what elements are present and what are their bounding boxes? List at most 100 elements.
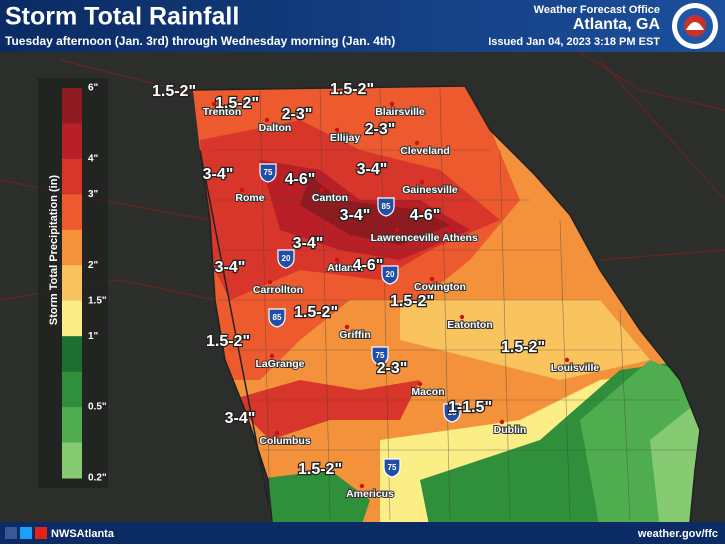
rainfall-label: 4-6" bbox=[285, 171, 316, 188]
legend-label: 1" bbox=[88, 331, 99, 342]
youtube-icon bbox=[35, 527, 47, 539]
legend-label: 6" bbox=[88, 83, 99, 94]
city-dot bbox=[344, 324, 350, 330]
highway-number: 85 bbox=[273, 313, 282, 322]
rainfall-label: 2-3" bbox=[377, 360, 408, 377]
city-label: Ellijay bbox=[330, 132, 361, 144]
legend-title: Storm Total Precipitation (in) bbox=[48, 175, 60, 325]
highway-shield bbox=[377, 197, 395, 217]
highway-shield bbox=[383, 458, 401, 478]
city-dot bbox=[319, 187, 325, 193]
city-dot bbox=[499, 419, 505, 425]
highway-number: 16 bbox=[448, 408, 457, 417]
state-border bbox=[192, 85, 701, 523]
city-label: Rome bbox=[235, 192, 264, 204]
legend-swatch bbox=[62, 194, 82, 231]
highway-shield bbox=[277, 249, 295, 269]
city-dot bbox=[239, 187, 245, 193]
legend-swatch bbox=[62, 229, 82, 266]
city-dot bbox=[389, 101, 395, 107]
rainfall-label: 1-1.5" bbox=[448, 399, 492, 416]
rainfall-label: 3-4" bbox=[293, 235, 324, 252]
city-dot bbox=[414, 140, 420, 146]
city-dot bbox=[211, 101, 217, 107]
city-label: Cleveland bbox=[400, 145, 450, 157]
highway-number: 75 bbox=[376, 351, 385, 360]
rainfall-label: 1.5-2" bbox=[152, 83, 196, 100]
legend-swatch bbox=[62, 88, 82, 124]
twitter-icon bbox=[20, 527, 32, 539]
city-label: Eatonton bbox=[447, 319, 493, 331]
legend-swatch bbox=[62, 265, 82, 302]
rainfall-label: 2-3" bbox=[282, 106, 313, 123]
city-dot bbox=[334, 127, 340, 133]
city-label: Griffin bbox=[339, 329, 371, 341]
city-label: Covington bbox=[414, 281, 466, 293]
title: Storm Total Rainfall bbox=[5, 3, 239, 31]
legend-swatch bbox=[62, 442, 82, 479]
issued: Issued Jan 04, 2023 3:18 PM EST bbox=[488, 36, 660, 48]
rainfall-label: 1.5-2" bbox=[390, 293, 434, 310]
city-label: Carrollton bbox=[253, 284, 303, 296]
city-dot bbox=[394, 227, 400, 233]
subtitle: Tuesday afternoon (Jan. 3rd) through Wed… bbox=[5, 34, 395, 48]
legend-label: 1.5" bbox=[88, 295, 107, 306]
rainfall-label: 1.5-2" bbox=[206, 333, 250, 350]
website: weather.gov/ffc bbox=[637, 528, 718, 540]
highway-number: 75 bbox=[264, 168, 273, 177]
highway-shield bbox=[443, 403, 461, 423]
city-label: Canton bbox=[312, 192, 348, 204]
legend: 6" 4" 3" 2" 1.5" 1" 0.5" 0.2" bbox=[62, 83, 107, 484]
rainfall-label: 4-6" bbox=[353, 257, 384, 274]
city-dot bbox=[459, 314, 465, 320]
rainfall-label: 1.5-2" bbox=[298, 461, 342, 478]
facebook-icon bbox=[5, 527, 17, 539]
location: Atlanta, GA bbox=[573, 16, 661, 33]
rainfall-label: 1.5-2" bbox=[330, 81, 374, 98]
office: Weather Forecast Office bbox=[534, 4, 660, 16]
highway-shield bbox=[371, 346, 389, 366]
legend-label: 0.5" bbox=[88, 402, 107, 413]
highway-number: 20 bbox=[386, 270, 395, 279]
rainfall-label: 1.5-2" bbox=[501, 339, 545, 356]
city-label: Americus bbox=[346, 488, 394, 500]
legend-swatch bbox=[62, 123, 82, 160]
city-dot bbox=[417, 381, 423, 387]
city-label: Columbus bbox=[259, 435, 310, 447]
rainfall-label: 1.5-2" bbox=[215, 95, 259, 112]
highway-number: 20 bbox=[282, 254, 291, 263]
city-dot bbox=[429, 276, 435, 282]
city-label: Blairsville bbox=[375, 106, 425, 118]
rainfall-label: 3-4" bbox=[225, 410, 256, 427]
rainfall-label: 3-4" bbox=[357, 161, 388, 178]
city-label: Gainesville bbox=[402, 184, 458, 196]
city-label: Trenton bbox=[203, 106, 242, 118]
rainfall-label: 3-4" bbox=[340, 207, 371, 224]
footer-bar bbox=[0, 522, 725, 544]
legend-label: 2" bbox=[88, 260, 99, 271]
legend-swatch bbox=[62, 336, 82, 373]
city-label: Atlanta bbox=[327, 262, 363, 274]
rainfall-labels: 1.5-2" 1.5-2" 1.5-2" 2-3" 2-3" 3-4" 4-6" 3-4" 3-… bbox=[151, 80, 547, 480]
legend-label: 3" bbox=[88, 189, 99, 200]
rainfall-label: 1.5-2" bbox=[294, 304, 338, 321]
rainfall-label: 3-4" bbox=[203, 166, 234, 183]
city-dot bbox=[264, 117, 270, 123]
city-dot bbox=[269, 353, 275, 359]
city-label: Dalton bbox=[259, 122, 292, 134]
rainfall-label: 4-6" bbox=[410, 207, 441, 224]
legend-swatch bbox=[62, 158, 82, 195]
city-dot bbox=[419, 179, 425, 185]
social-handle: NWSAtlanta bbox=[51, 528, 115, 540]
legend-swatch bbox=[62, 300, 82, 337]
legend-label: 4" bbox=[88, 154, 99, 165]
legend-label: 0.2" bbox=[88, 473, 107, 484]
city-dot bbox=[334, 257, 340, 263]
city-label: Louisville bbox=[551, 362, 600, 374]
county-lines bbox=[210, 87, 700, 521]
city-label: Lawrenceville bbox=[371, 232, 440, 244]
highway-number: 85 bbox=[382, 202, 391, 211]
legend-swatch bbox=[62, 371, 82, 408]
cities: Trenton Dalton Ellijay Blairsville Cleveland… bbox=[202, 101, 600, 501]
